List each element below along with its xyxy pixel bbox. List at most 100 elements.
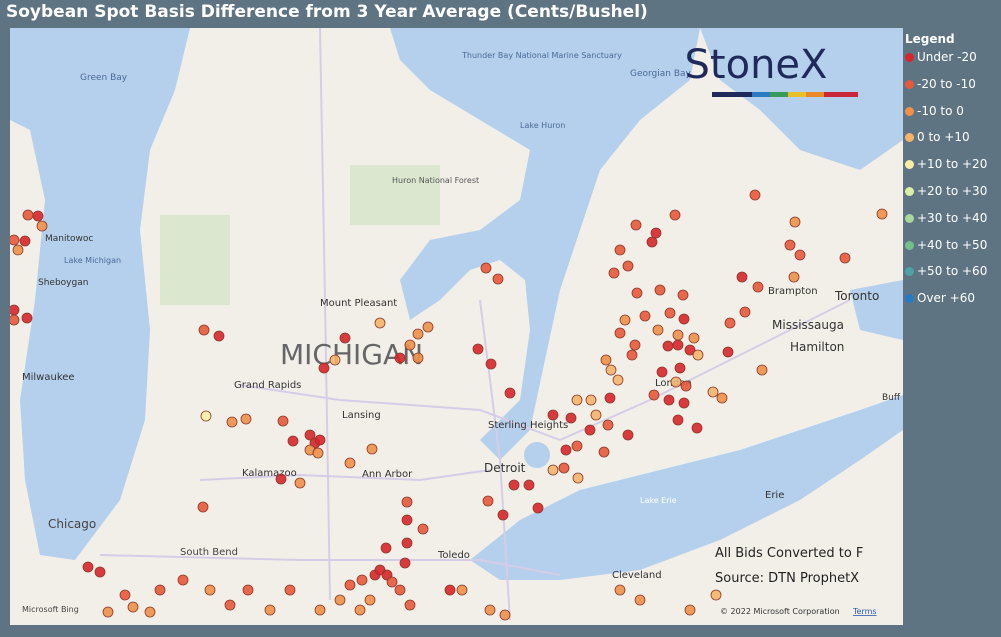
place-label: Chicago — [48, 517, 96, 531]
bid-point — [604, 392, 616, 404]
terms[interactable]: Terms — [852, 607, 877, 616]
place-label: Hamilton — [790, 340, 844, 354]
bid-point — [10, 314, 20, 326]
bid-point — [226, 416, 238, 428]
bid-point — [739, 306, 751, 318]
bid-point — [532, 502, 544, 514]
bid-point — [82, 561, 94, 573]
bid-point — [344, 579, 356, 591]
bid-point — [547, 409, 559, 421]
legend-item: +40 to +50 — [905, 238, 987, 265]
place-label: Mount Pleasant — [320, 298, 397, 309]
bid-point — [314, 434, 326, 446]
place-label: Huron National Forest — [392, 176, 479, 185]
bid-point — [456, 584, 468, 596]
bid-point — [646, 236, 658, 248]
bid-point — [386, 576, 398, 588]
bid-point — [794, 249, 806, 261]
bid-point — [662, 340, 674, 352]
bid-point — [485, 358, 497, 370]
bid-point — [144, 606, 156, 618]
legend-swatch — [905, 267, 914, 277]
bid-point — [200, 410, 212, 422]
place-label: Green Bay — [80, 73, 128, 83]
bid-point — [356, 574, 368, 586]
legend-item: +20 to +30 — [905, 184, 987, 211]
bid-point — [127, 601, 139, 613]
bid-point — [334, 594, 346, 606]
bid-point — [691, 422, 703, 434]
bid-point — [339, 332, 351, 344]
place-label: South Bend — [180, 547, 238, 558]
bid-point — [401, 537, 413, 549]
legend-item: +10 to +20 — [905, 157, 987, 184]
bid-point — [716, 392, 728, 404]
bid-point — [394, 352, 406, 364]
bid-point — [380, 542, 392, 554]
attribution: © 2022 Microsoft Corporation — [720, 607, 840, 616]
bid-point — [876, 208, 888, 220]
bid-point — [631, 287, 643, 299]
bid-point — [318, 362, 330, 374]
bid-point — [277, 415, 289, 427]
legend-label: Under -20 — [917, 50, 977, 64]
bid-point — [598, 446, 610, 458]
bid-point — [242, 584, 254, 596]
bid-point — [224, 599, 236, 611]
bid-point — [374, 317, 386, 329]
legend-item: +50 to +60 — [905, 264, 987, 291]
place-label: Kalamazoo — [242, 468, 297, 479]
bid-point — [590, 409, 602, 421]
legend-item: +30 to +40 — [905, 211, 987, 238]
bid-point — [422, 321, 434, 333]
legend-label: -10 to 0 — [917, 103, 964, 118]
bid-point — [614, 584, 626, 596]
bid-point — [672, 339, 684, 351]
bid-point — [21, 312, 33, 324]
note: Source: DTN ProphetX — [715, 571, 859, 586]
bid-point — [619, 314, 631, 326]
bid-point — [204, 584, 216, 596]
bid-point — [32, 210, 44, 222]
bid-point — [605, 364, 617, 376]
bid-point — [584, 424, 596, 436]
bid-point — [677, 289, 689, 301]
legend-title: Legend — [905, 32, 955, 46]
bid-point — [736, 271, 748, 283]
bid-point — [670, 376, 682, 388]
bid-point — [684, 344, 696, 356]
legend-swatch — [905, 106, 914, 116]
bid-point — [560, 444, 572, 456]
bid-point — [401, 514, 413, 526]
legend-item: -10 to 0 — [905, 104, 987, 131]
bid-point — [197, 501, 209, 513]
bid-point — [275, 473, 287, 485]
bid-point — [648, 389, 660, 401]
note: All Bids Converted to F — [715, 546, 863, 561]
bid-point — [608, 267, 620, 279]
logo-bar — [712, 92, 858, 97]
legend-swatch — [905, 186, 914, 196]
bid-point — [663, 394, 675, 406]
bid-point — [707, 386, 719, 398]
bid-point — [630, 219, 642, 231]
bid-point — [571, 394, 583, 406]
bid-point — [752, 281, 764, 293]
bid-point — [626, 349, 638, 361]
bid-point — [600, 354, 612, 366]
bid-point — [364, 594, 376, 606]
bid-point — [688, 332, 700, 344]
place-label: Lake Erie — [640, 496, 677, 505]
legend-label: -20 to -10 — [917, 76, 976, 91]
bid-point — [19, 235, 31, 247]
bid-point — [684, 604, 696, 616]
legend: Legend Under -20 -20 to -10 -10 to 0 0 to +… — [905, 32, 987, 318]
place-label: Cleveland — [612, 570, 662, 581]
place-label: Milwaukee — [22, 372, 75, 383]
place-label: Brampton — [768, 286, 818, 297]
bid-point — [678, 313, 690, 325]
legend-item: Over +60 — [905, 291, 987, 318]
bid-point — [629, 339, 641, 351]
bid-point — [678, 397, 690, 409]
